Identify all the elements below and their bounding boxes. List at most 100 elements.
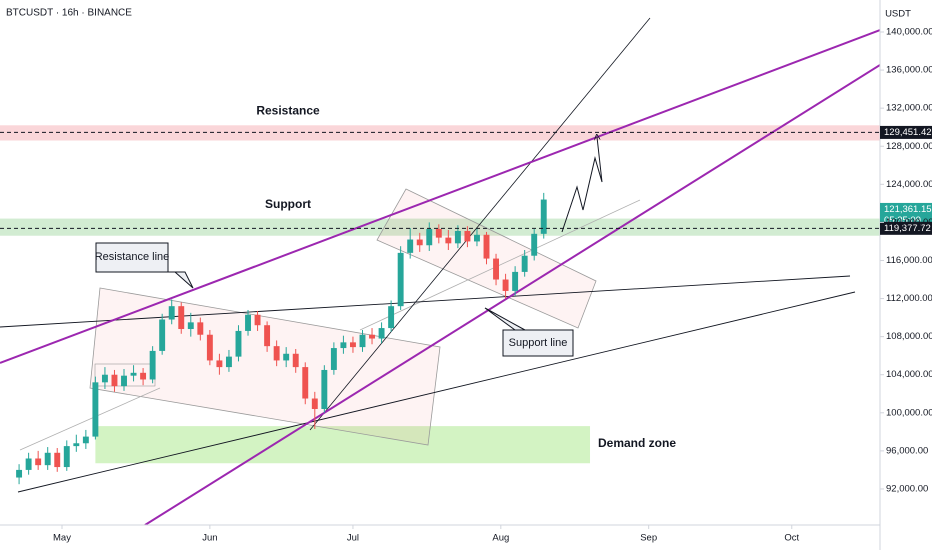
candle-body [121,375,127,387]
y-tick-label: 124,000.00 [886,179,932,190]
y-tick-label: 136,000.00 [886,65,932,76]
candle-body [140,372,147,380]
candles [16,192,547,485]
trendline [144,64,880,525]
chart-title: BTCUSDT · 16h · BINANCE [6,8,132,19]
callout-box [95,242,194,289]
currency-label: USDT [885,9,911,20]
candle-body [254,314,261,326]
channel [89,287,441,446]
candle-body [159,319,166,351]
trendline [359,199,641,331]
y-tick-label: 128,000.00 [886,141,932,152]
candle-body [273,346,280,361]
callout-text: Support line [509,337,568,349]
candle-body [101,374,108,383]
candle-body [130,372,137,376]
trendline [0,29,880,364]
zone-label: Demand zone [598,436,676,450]
zone-label: Resistance [256,103,320,117]
candle-body [454,230,461,244]
candle-body [292,353,299,368]
candle-body [502,279,509,291]
x-tick-label: Jul [347,533,359,544]
x-tick-label: Oct [784,533,799,544]
candle-body [63,446,70,468]
price-tag-label: 129,451.42 [884,127,932,138]
candle-body [197,322,204,335]
candle-body [206,334,213,361]
y-tick-label: 92,000.00 [886,483,928,494]
candle-body [245,314,251,331]
candle-body [92,382,99,437]
candle-body [512,271,519,291]
candle-body [225,356,232,368]
candle-body [178,306,185,330]
x-tick-label: Sep [640,533,657,544]
candle-body [216,360,223,368]
price-tag-label: 119,377.72 [884,223,931,234]
y-tick-label: 140,000.00 [886,27,932,38]
candle-body [531,233,538,256]
candle-body [302,367,309,399]
candle-body [25,458,32,470]
x-tick-label: Aug [492,533,509,544]
candle-body [388,306,395,329]
candle-body [464,230,471,242]
demand-zone [95,426,591,464]
x-tick-label: May [53,533,71,544]
trendline [17,291,856,493]
y-tick-label: 104,000.00 [886,369,932,380]
y-tick-label: 112,000.00 [886,293,932,304]
candle-body [111,374,118,387]
candle-body [187,322,194,330]
candle-body [369,334,375,339]
candle-body [435,229,442,238]
candle-body [235,330,242,357]
callout-box [484,307,574,357]
candle-body [397,252,404,307]
candle-body [264,325,271,347]
candle-body [321,369,328,409]
price-tag [880,125,932,139]
callout: Resistance line [95,242,194,289]
callout-text: Resistance line [95,251,170,263]
callout: Support line [484,307,574,357]
candle-body [44,452,51,466]
zone [0,218,880,236]
candle-body [283,353,290,361]
x-tick-label: Jun [202,533,217,544]
trendline [0,275,851,328]
candle-body [54,452,61,468]
trendline [19,387,161,451]
candle-body [483,234,490,259]
candle-body [426,229,433,246]
trendline [309,17,651,431]
candle-body [149,350,156,380]
countdown: 05:35:09 [884,215,921,226]
zone [0,125,880,141]
candle-body [35,458,42,466]
price-tag [880,221,932,235]
candle-body [445,237,452,244]
y-tick-label: 116,000.00 [886,255,932,266]
candle-body [16,469,23,478]
candle-body [493,258,500,280]
y-tick-label: 96,000.00 [886,445,928,456]
candle-body [359,334,366,348]
candle-body [349,342,356,348]
y-tick-label: 100,000.00 [886,407,932,418]
candle-body [474,234,480,242]
candle-body [311,398,318,409]
price-tag-label: 121,361.15 [884,204,932,215]
zones [0,125,880,464]
candle-body [378,328,385,339]
candle-body [416,239,423,246]
candle-body [407,239,414,253]
zone-label: Support [265,197,311,211]
candle-body [521,255,528,272]
candle-body [82,436,89,444]
y-tick-label: 120,000.00 [886,217,932,228]
